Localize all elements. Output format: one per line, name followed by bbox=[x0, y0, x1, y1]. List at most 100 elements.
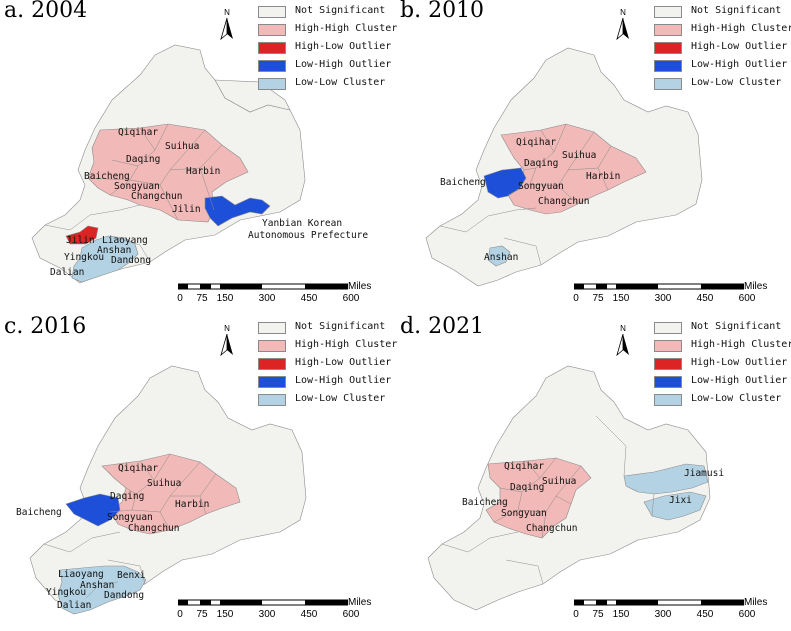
legend-item: Not Significant bbox=[654, 4, 791, 22]
legend-swatch bbox=[654, 358, 682, 370]
city-label: Harbin bbox=[586, 171, 621, 182]
north-label: N bbox=[224, 8, 230, 17]
city-label: Harbin bbox=[186, 166, 221, 177]
city-label: Suihua bbox=[562, 150, 597, 161]
legend-swatch bbox=[258, 358, 286, 370]
legend-swatch bbox=[258, 322, 286, 334]
legend: Not Significant High-High Cluster High-L… bbox=[654, 4, 791, 94]
panel-2004: a. 2004 N Not Significant High-High Clus… bbox=[0, 0, 398, 315]
map-2004 bbox=[31, 44, 306, 284]
legend-swatch bbox=[258, 42, 286, 54]
legend-label: High-Low Outlier bbox=[691, 357, 788, 368]
legend-label: Low-Low Cluster bbox=[295, 393, 386, 404]
city-label: Baicheng bbox=[16, 507, 62, 518]
city-label: Suihua bbox=[165, 141, 200, 152]
city-label: Baicheng bbox=[462, 497, 508, 508]
north-label: N bbox=[224, 324, 230, 333]
city-label: Qiqihar bbox=[504, 461, 545, 472]
legend: Not Significant High-High Cluster High-L… bbox=[258, 4, 398, 94]
scale-tick: 450 bbox=[300, 609, 318, 620]
region-borders bbox=[441, 415, 655, 585]
legend-label: Low-High Outlier bbox=[691, 375, 788, 386]
legend-swatch bbox=[654, 394, 682, 406]
region-low-low bbox=[57, 565, 147, 615]
city-label: Autonomous Prefecture bbox=[248, 230, 369, 241]
legend-label: High-Low Outlier bbox=[295, 357, 392, 368]
legend-swatch bbox=[258, 376, 286, 388]
city-label: Daqing bbox=[524, 158, 559, 169]
legend-item: Low-Low Cluster bbox=[258, 392, 398, 410]
city-label: Anshan bbox=[97, 245, 132, 256]
legend-swatch bbox=[258, 6, 286, 18]
city-label: Changchun bbox=[538, 196, 590, 207]
legend-item: Low-High Outlier bbox=[258, 58, 398, 76]
legend-item: Low-Low Cluster bbox=[654, 76, 791, 94]
legend-label: Not Significant bbox=[691, 5, 782, 16]
legend-item: High-High Cluster bbox=[654, 338, 791, 356]
scale-unit: Miles bbox=[348, 281, 372, 292]
scale-tick: 75 bbox=[592, 609, 604, 620]
region-low-low bbox=[487, 245, 511, 267]
scale-tick: 0 bbox=[177, 609, 183, 620]
north-label: N bbox=[620, 8, 626, 17]
north-arrow-icon bbox=[220, 333, 233, 357]
north-arrow-icon bbox=[220, 17, 233, 41]
legend-swatch bbox=[654, 60, 682, 72]
scale-unit: Miles bbox=[348, 597, 372, 608]
scale-bar-graphic bbox=[574, 599, 744, 606]
scale-tick: 0 bbox=[573, 609, 579, 620]
city-label: Baicheng bbox=[84, 171, 130, 182]
scale-bar: Miles 0 75 150 300 450 600 bbox=[177, 597, 378, 625]
city-label: Daqing bbox=[126, 154, 161, 165]
legend-label: Low-Low Cluster bbox=[295, 77, 386, 88]
legend-label: Low-Low Cluster bbox=[691, 77, 782, 88]
legend-label: High-High Cluster bbox=[295, 339, 398, 350]
scale-bar: Miles 0 75 150 300 450 600 bbox=[177, 281, 378, 309]
region-low-low-2 bbox=[643, 491, 707, 521]
legend-label: Low-High Outlier bbox=[691, 59, 788, 70]
legend-item: High-Low Outlier bbox=[258, 40, 398, 58]
scale-tick: 150 bbox=[216, 293, 234, 304]
legend-label: Low-Low Cluster bbox=[691, 393, 782, 404]
panel-2010: b. 2010 N Not Significant High-High Clus… bbox=[396, 0, 791, 315]
legend-item: Not Significant bbox=[258, 4, 398, 22]
legend-swatch bbox=[654, 24, 682, 36]
scale-tick: 75 bbox=[196, 293, 208, 304]
city-label: Harbin bbox=[175, 499, 210, 510]
city-label: Jiamusi bbox=[684, 468, 725, 479]
city-label: Qiqihar bbox=[118, 463, 159, 474]
legend-label: High-Low Outlier bbox=[691, 41, 788, 52]
city-label: Yingkou bbox=[46, 587, 87, 598]
region-low-high bbox=[483, 167, 527, 199]
city-label: Anshan bbox=[484, 252, 519, 263]
panel-title: c. 2016 bbox=[4, 314, 87, 339]
city-label: Jixi bbox=[669, 495, 692, 506]
city-label: Jilin bbox=[66, 235, 95, 246]
region-low-low bbox=[623, 463, 709, 495]
city-label: Qiqihar bbox=[516, 137, 557, 148]
legend-item: High-High Cluster bbox=[654, 22, 791, 40]
scale-tick: 0 bbox=[177, 293, 183, 304]
scale-unit: Miles bbox=[744, 597, 768, 608]
legend-swatch bbox=[654, 42, 682, 54]
panel-2016: c. 2016 N Not Significant High-High Clus… bbox=[0, 314, 398, 631]
scale-bar-graphic bbox=[574, 283, 744, 290]
legend-item: High-Low Outlier bbox=[654, 40, 791, 58]
legend-item: Low-High Outlier bbox=[258, 374, 398, 392]
scale-tick: 450 bbox=[300, 293, 318, 304]
region-low-high bbox=[65, 493, 121, 527]
legend-label: High-High Cluster bbox=[691, 339, 791, 350]
legend: Not Significant High-High Cluster High-L… bbox=[258, 320, 398, 410]
legend-item: Not Significant bbox=[258, 320, 398, 338]
region-borders bbox=[44, 123, 223, 263]
legend-label: High-High Cluster bbox=[295, 23, 398, 34]
legend-item: Low-Low Cluster bbox=[258, 76, 398, 94]
city-label: Suihua bbox=[147, 478, 182, 489]
scale-tick: 300 bbox=[258, 293, 276, 304]
city-label: Songyuan bbox=[107, 512, 153, 523]
scale-tick: 0 bbox=[573, 293, 579, 304]
scale-tick: 600 bbox=[342, 609, 360, 620]
city-label: Suihua bbox=[542, 476, 577, 487]
region-high-low bbox=[65, 225, 99, 245]
scale-bar-graphic bbox=[178, 599, 348, 606]
